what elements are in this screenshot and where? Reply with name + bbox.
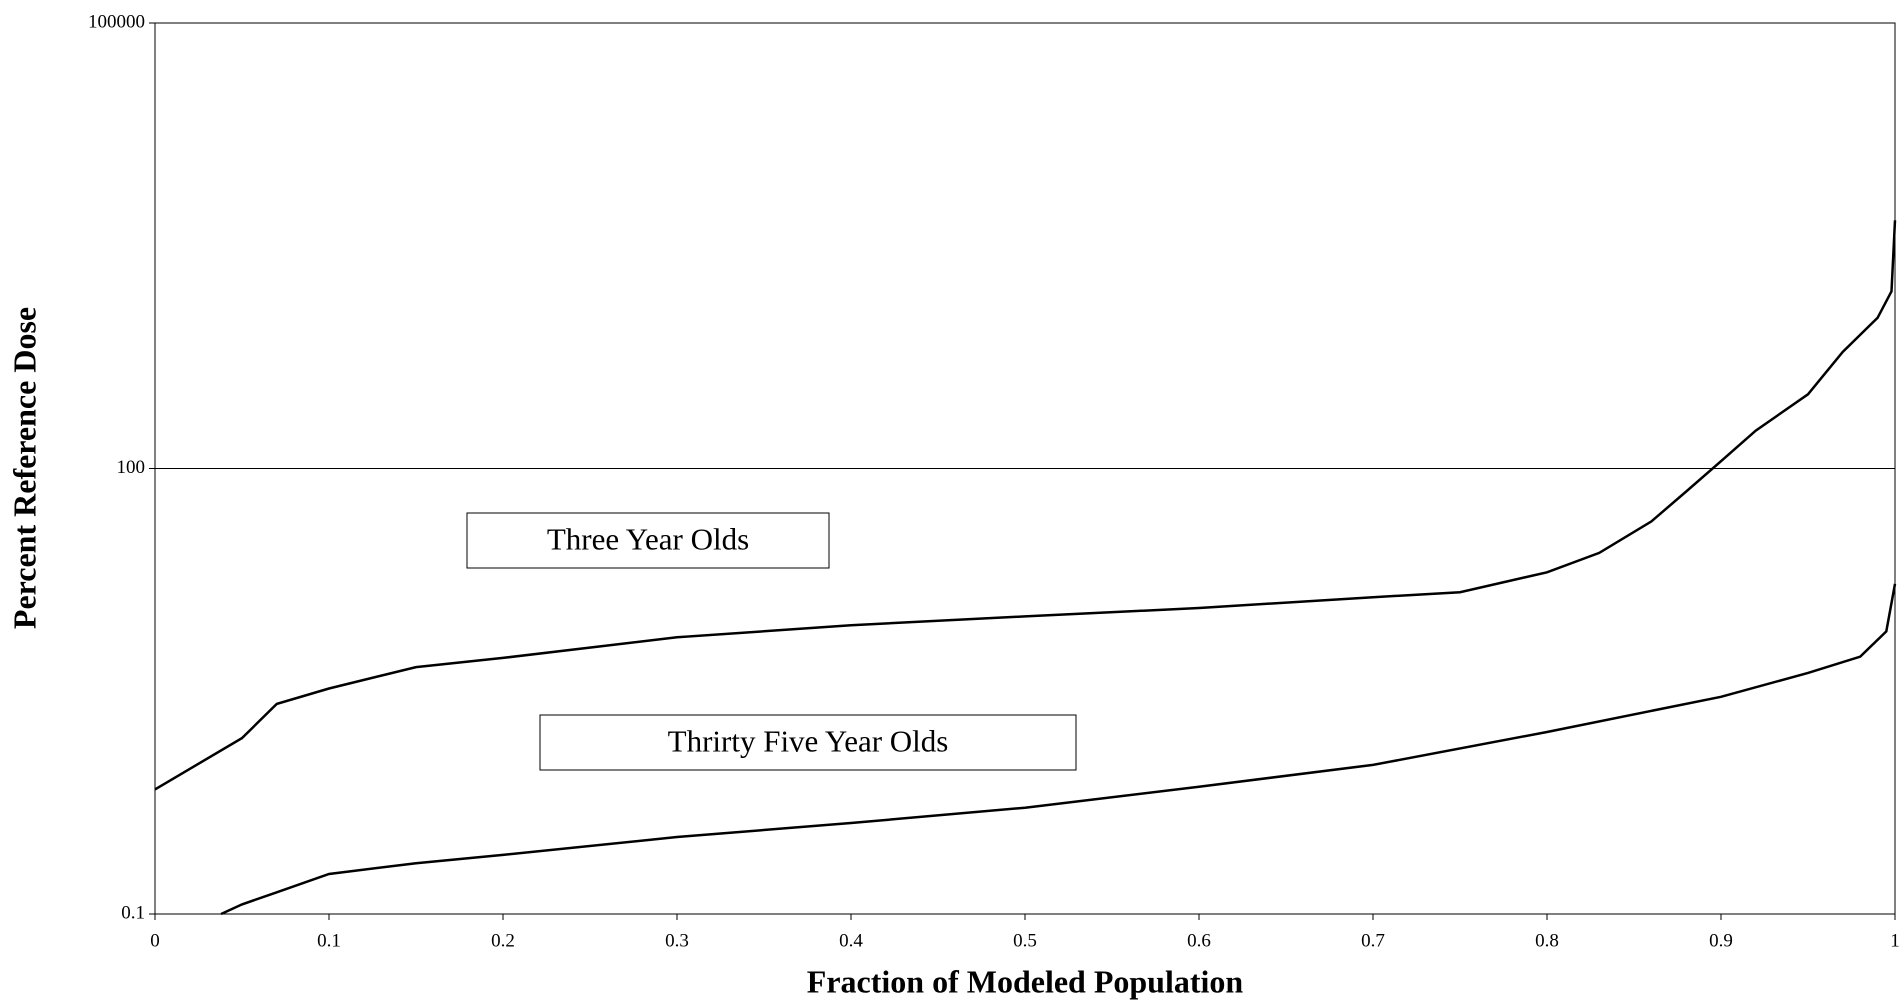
series-label: Three Year Olds xyxy=(547,522,749,557)
plot-frame xyxy=(154,22,1896,915)
x-tick-label: 0.2 xyxy=(491,930,515,951)
y-tick-label: 0.1 xyxy=(121,902,145,923)
x-tick-label: 0.9 xyxy=(1709,930,1733,951)
x-tick-label: 0 xyxy=(150,930,160,951)
y-tick-label: 100000 xyxy=(88,11,145,32)
x-axis-title: Fraction of Modeled Population xyxy=(807,963,1244,999)
series-label-box xyxy=(539,714,1077,771)
y-tick-label: 100 xyxy=(117,457,146,478)
x-tick-label: 0.8 xyxy=(1535,930,1559,951)
x-tick-label: 0.4 xyxy=(839,930,863,951)
series-label: Thrirty Five Year Olds xyxy=(668,724,949,759)
x-tick-label: 0.3 xyxy=(665,930,689,951)
x-tick-label: 0.1 xyxy=(317,930,341,951)
series-line xyxy=(220,583,1897,916)
x-tick-label: 0.5 xyxy=(1013,930,1037,951)
x-tick-label: 1 xyxy=(1890,930,1900,951)
series-label-box xyxy=(466,512,830,569)
y-axis-title: Percent Reference Dose xyxy=(6,307,42,629)
x-tick-label: 0.6 xyxy=(1187,930,1211,951)
x-tick-label: 0.7 xyxy=(1361,930,1385,951)
series-line xyxy=(154,220,1897,791)
